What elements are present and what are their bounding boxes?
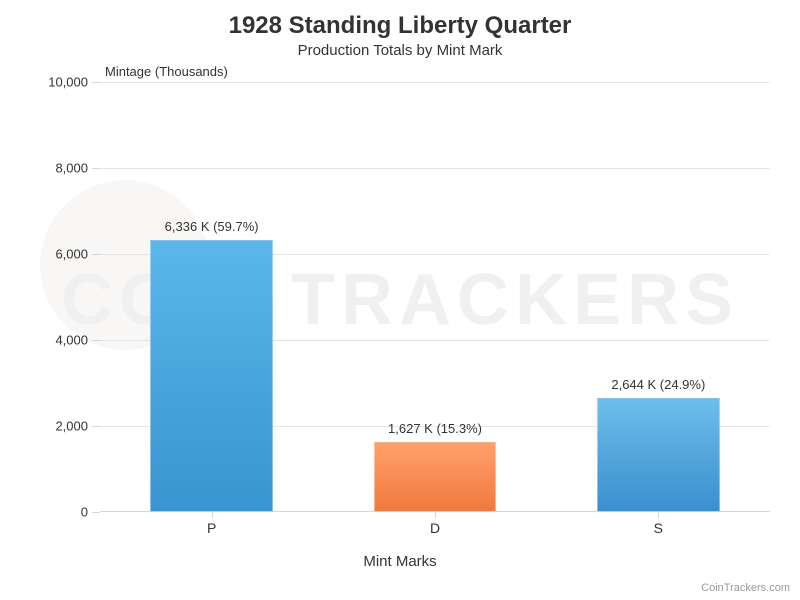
x-tick [435,512,436,518]
y-tick [92,340,100,341]
x-tick-label-s: S [654,520,663,536]
x-tick-label-p: P [207,520,216,536]
y-tick-label: 0 [81,505,88,520]
gridline [100,168,770,169]
bar-p[interactable] [150,240,273,512]
y-tick-label: 4,000 [55,333,88,348]
y-tick [92,426,100,427]
y-tick [92,254,100,255]
plot-area: 02,0004,0006,0008,00010,0006,336 K (59.7… [100,82,770,512]
gridline [100,82,770,83]
x-tick [658,512,659,518]
y-tick-label: 2,000 [55,419,88,434]
x-tick [212,512,213,518]
bar-label-s: 2,644 K (24.9%) [611,377,705,392]
x-axis-title: Mint Marks [0,553,800,570]
y-axis-title: Mintage (Thousands) [105,64,228,79]
bar-label-p: 6,336 K (59.7%) [165,219,259,234]
y-tick [92,512,100,513]
attribution-text: CoinTrackers.com [701,582,790,594]
chart-subtitle: Production Totals by Mint Mark [0,42,800,59]
chart-title: 1928 Standing Liberty Quarter [0,12,800,40]
y-tick-label: 6,000 [55,247,88,262]
y-tick-label: 8,000 [55,161,88,176]
bar-d[interactable] [374,442,497,512]
y-tick-label: 10,000 [48,75,88,90]
y-tick [92,82,100,83]
x-tick-label-d: D [430,520,440,536]
bar-s[interactable] [597,398,720,512]
bar-label-d: 1,627 K (15.3%) [388,421,482,436]
y-tick [92,168,100,169]
